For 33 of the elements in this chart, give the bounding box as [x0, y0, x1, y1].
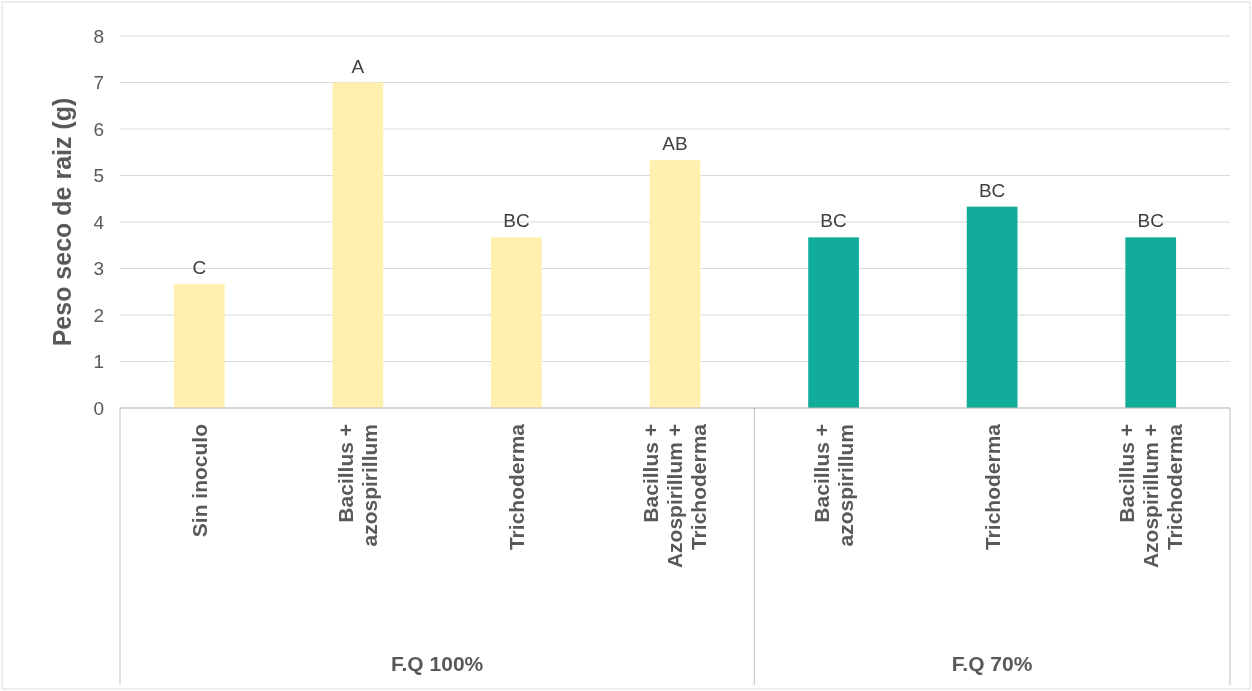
- data-label: C: [192, 256, 207, 278]
- y-tick-label: 4: [93, 211, 105, 233]
- text: F.Q 100%: [391, 652, 484, 676]
- data-label: BC: [503, 210, 530, 232]
- data-label: BC: [820, 210, 847, 232]
- text: F.Q 70%: [951, 652, 1033, 676]
- bar: [173, 283, 225, 408]
- bar: [332, 82, 384, 408]
- x-tick-label: Bacillus + Azospirillum + Trichoderma: [639, 423, 711, 569]
- bar: [491, 237, 542, 408]
- y-tick-label: 7: [93, 72, 104, 94]
- x-tick-label: Bacillus + azospirillum: [334, 424, 382, 547]
- x-tick-label: Trichoderma: [980, 423, 1004, 551]
- y-tick-label: 0: [93, 397, 104, 419]
- bar: [649, 160, 701, 408]
- data-label: BC: [978, 179, 1006, 201]
- y-axis-title: Peso seco de raiz (g): [47, 97, 76, 347]
- x-tick-label: Sin inoculo: [187, 424, 211, 538]
- y-tick-label: 5: [93, 165, 104, 187]
- bar: [1125, 237, 1177, 408]
- y-tick-label: 1: [93, 351, 104, 373]
- bar: [966, 206, 1018, 408]
- data-label: A: [351, 55, 365, 77]
- bar: [808, 237, 859, 408]
- data-label: BC: [1137, 210, 1164, 232]
- data-label: AB: [662, 133, 688, 155]
- y-tick-label: 6: [93, 118, 104, 140]
- y-tick-label: 3: [93, 258, 104, 280]
- x-tick-label: Bacillus + Azospirillum + Trichoderma: [1115, 423, 1187, 569]
- x-tick-label: Bacillus + azospirillum: [809, 424, 857, 547]
- y-tick-label: 2: [93, 304, 104, 326]
- y-tick-label: 8: [93, 25, 104, 47]
- x-tick-label: Trichoderma: [504, 423, 528, 551]
